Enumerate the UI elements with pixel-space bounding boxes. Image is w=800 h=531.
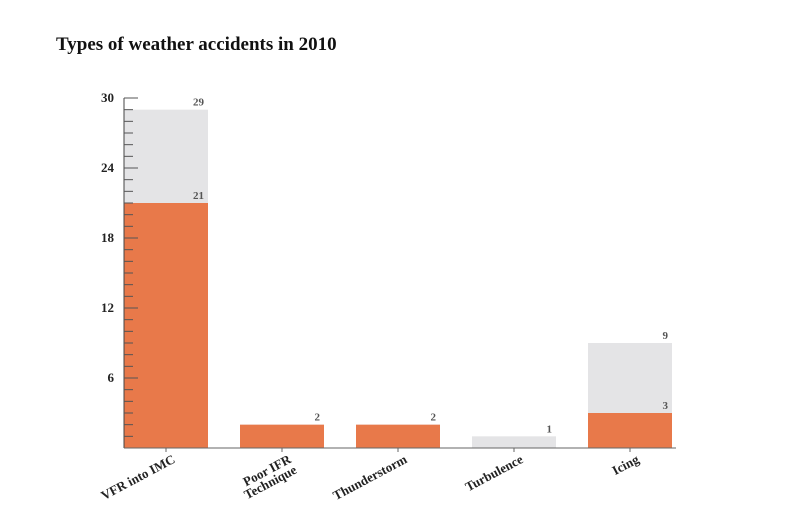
highlight-bars-group <box>124 203 672 448</box>
bar-highlight-0 <box>124 203 208 448</box>
data-label: 3 <box>663 400 669 412</box>
y-tick-label: 18 <box>101 230 115 245</box>
y-tick-label: 30 <box>101 90 114 105</box>
data-label: 2 <box>315 412 321 424</box>
category-label-line: Icing <box>609 451 641 478</box>
bar-highlight-4 <box>588 413 672 448</box>
x-axis <box>124 447 676 452</box>
category-label-line: Thunderstorm <box>330 451 409 503</box>
data-label: 1 <box>547 423 553 435</box>
category-label: VFR into IMC <box>98 451 177 503</box>
bar-highlight-2 <box>356 424 440 448</box>
y-tick-label: 12 <box>101 300 114 315</box>
data-label: 29 <box>193 97 205 109</box>
bar-total-3 <box>472 436 556 448</box>
category-label: Poor IFRTechnique <box>236 451 300 502</box>
category-labels-group: VFR into IMC Poor IFRTechnique Thunderstor… <box>98 451 642 503</box>
chart-title: Types of weather accidents in 2010 <box>56 34 337 55</box>
category-label: Icing <box>609 451 641 478</box>
data-label: 9 <box>663 330 669 342</box>
data-label: 21 <box>193 190 204 202</box>
data-label: 2 <box>431 412 437 424</box>
category-label: Turbulence <box>463 451 526 494</box>
y-axis: 6 12 18 24 30 <box>101 90 138 449</box>
y-tick-label: 24 <box>101 160 115 175</box>
bar-highlight-1 <box>240 424 324 448</box>
category-label-line: Turbulence <box>463 451 526 494</box>
category-label: Thunderstorm <box>330 451 409 503</box>
y-tick-label: 6 <box>108 370 115 385</box>
category-label-line: VFR into IMC <box>98 451 177 503</box>
